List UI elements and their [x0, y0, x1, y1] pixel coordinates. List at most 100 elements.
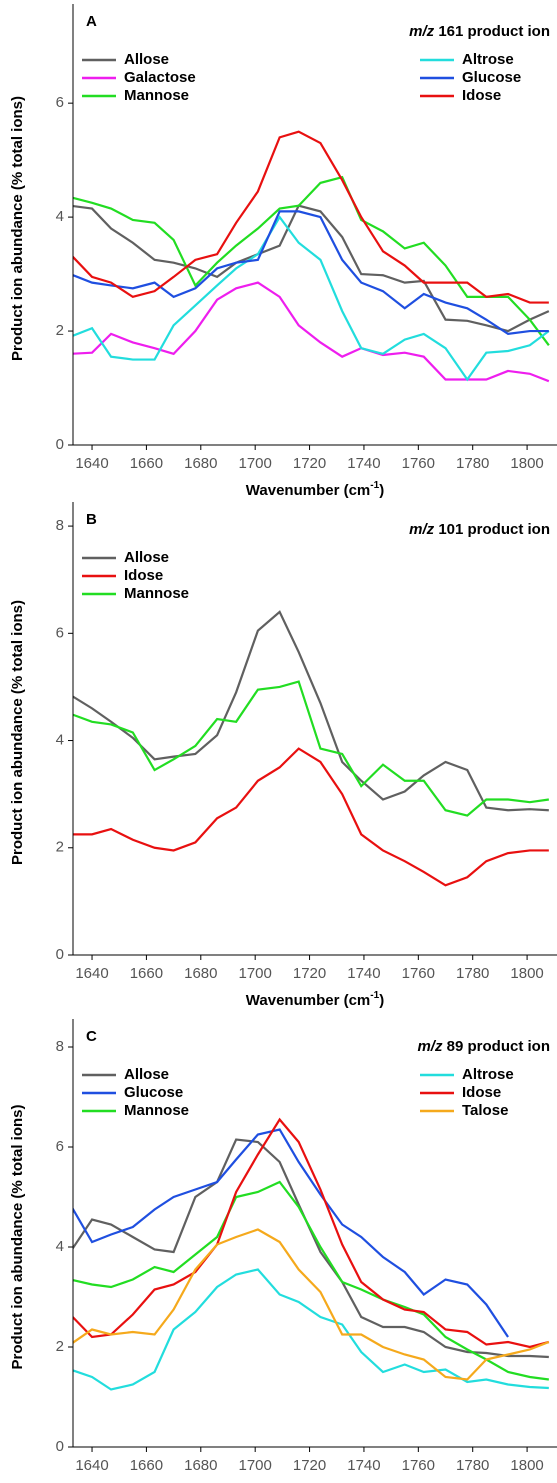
y-tick-label: 2	[56, 322, 64, 339]
series-line	[73, 1117, 550, 1349]
x-tick-label: 1720	[293, 1457, 326, 1474]
series-line	[73, 1180, 549, 1381]
legend-label: Allose	[124, 549, 169, 566]
series-line	[73, 281, 550, 383]
y-tick-label: 8	[56, 1038, 64, 1055]
panel-label: B	[86, 511, 97, 528]
x-tick-label: 1740	[347, 965, 380, 982]
legend-label: Glucose	[462, 69, 521, 86]
title-main: 89 product ion	[447, 1038, 550, 1055]
series-line	[73, 175, 550, 346]
plot-area	[73, 130, 550, 383]
x-tick-label: 1800	[510, 455, 543, 472]
y-tick-label: 4	[56, 208, 64, 225]
legend-label: Talose	[462, 1102, 508, 1119]
panel: 0 2 4 6 8 1640 1660 1680 1700 1720 1740 1760 1780 180…	[9, 502, 557, 1009]
legend-label: Idose	[124, 567, 163, 584]
x-tick-label: 1800	[510, 1457, 543, 1474]
y-tick-label: 4	[56, 732, 64, 749]
series-line	[73, 610, 549, 812]
series-line	[73, 747, 549, 887]
y-tick-label: 0	[56, 946, 64, 963]
x-tick-label: 1760	[402, 965, 435, 982]
y-tick-label: 8	[56, 517, 64, 534]
y-axis-label: Product ion abundance (% total ions)	[9, 1104, 26, 1369]
series-line	[73, 1268, 549, 1391]
series-line	[73, 130, 549, 304]
x-tick-label: 1780	[456, 965, 489, 982]
title-italic: m/z	[409, 521, 435, 538]
y-tick-label: 2	[56, 839, 64, 856]
series-line	[73, 680, 549, 817]
x-label-end: )	[379, 992, 384, 1009]
panel-title: m/z 101 product ion	[409, 521, 550, 538]
panel: 0 2 4 6 8 1640 1660 1680 1700 1720 1740 1760 1780 180…	[9, 1019, 557, 1483]
plot-area	[73, 1117, 550, 1391]
legend-label: Idose	[462, 87, 501, 104]
x-tick-label: 1760	[402, 455, 435, 472]
y-axis-label: Product ion abundance (% total ions)	[9, 600, 26, 865]
x-tick-label: 1640	[75, 1457, 108, 1474]
legend-label: Altrose	[462, 51, 514, 68]
x-tick-label: 1660	[130, 1457, 163, 1474]
x-tick-label: 1740	[347, 1457, 380, 1474]
plot-area	[73, 610, 549, 887]
panel-title: m/z 89 product ion	[417, 1038, 550, 1055]
panel-title: m/z 161 product ion	[409, 23, 550, 40]
x-label-sup: -1	[370, 480, 379, 491]
x-tick-label: 1800	[510, 965, 543, 982]
x-axis-label: Wavenumber (cm-1)	[246, 1482, 384, 1483]
x-tick-label: 1680	[184, 455, 217, 472]
panel: 0 2 4 6 1640 1660 1680 1700 1720 1740 1760 1780 1800…	[9, 4, 557, 499]
x-tick-label: 1720	[293, 455, 326, 472]
x-tick-label: 1740	[347, 455, 380, 472]
x-tick-label: 1780	[456, 455, 489, 472]
series-line	[73, 1138, 549, 1359]
y-tick-label: 4	[56, 1238, 64, 1255]
x-tick-label: 1660	[130, 455, 163, 472]
series-line	[73, 215, 550, 382]
legend-label: Altrose	[462, 1066, 514, 1083]
legend-label: Idose	[462, 1084, 501, 1101]
series-line	[73, 1128, 509, 1338]
legend-label: Allose	[124, 1066, 169, 1083]
title-main: 161 product ion	[438, 23, 550, 40]
x-tick-label: 1760	[402, 1457, 435, 1474]
x-tick-label: 1640	[75, 965, 108, 982]
y-tick-label: 6	[56, 94, 64, 111]
legend-label: Glucose	[124, 1084, 183, 1101]
y-tick-label: 6	[56, 624, 64, 641]
y-tick-label: 0	[56, 436, 64, 453]
x-label-sup: -1	[370, 990, 379, 1001]
x-label-main: Wavenumber (cm	[246, 482, 370, 499]
title-italic: m/z	[417, 1038, 443, 1055]
x-label-main: Wavenumber (cm	[246, 992, 370, 1009]
y-axis-label: Product ion abundance (% total ions)	[9, 96, 26, 361]
title-italic: m/z	[409, 23, 435, 40]
panel-label: A	[86, 13, 97, 30]
x-axis-label: Wavenumber (cm-1)	[246, 480, 384, 499]
legend-label: Mannose	[124, 1102, 189, 1119]
x-label-end: )	[379, 482, 384, 499]
y-tick-label: 6	[56, 1138, 64, 1155]
x-tick-label: 1680	[184, 1457, 217, 1474]
y-tick-label: 2	[56, 1338, 64, 1355]
x-tick-label: 1700	[238, 965, 271, 982]
x-tick-label: 1660	[130, 965, 163, 982]
x-tick-label: 1640	[75, 455, 108, 472]
y-tick-label: 0	[56, 1438, 64, 1455]
series-line	[73, 204, 550, 333]
title-main: 101 product ion	[438, 521, 550, 538]
legend-label: Allose	[124, 51, 169, 68]
x-tick-label: 1680	[184, 965, 217, 982]
series-line	[73, 210, 549, 336]
x-tick-label: 1780	[456, 1457, 489, 1474]
x-label-sup: -1	[370, 1482, 379, 1483]
series-line	[73, 1228, 550, 1381]
legend-label: Mannose	[124, 585, 189, 602]
legend-label: Mannose	[124, 87, 189, 104]
x-tick-label: 1700	[238, 455, 271, 472]
x-axis-label: Wavenumber (cm-1)	[246, 990, 384, 1009]
panel-label: C	[86, 1028, 97, 1045]
